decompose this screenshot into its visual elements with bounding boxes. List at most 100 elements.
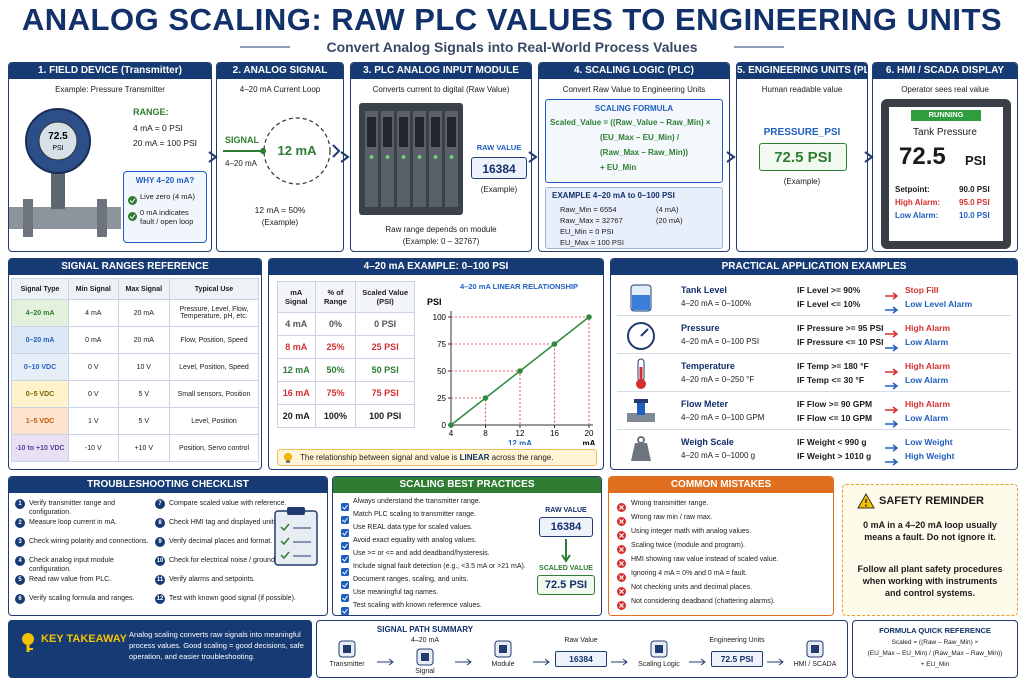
shape bbox=[892, 292, 899, 300]
app-icon-graphic bbox=[627, 322, 655, 350]
shape bbox=[865, 504, 867, 507]
shape bbox=[700, 658, 706, 666]
check-icon-graphic bbox=[341, 529, 349, 537]
checklist-item: Verify decimal places and format. bbox=[169, 538, 273, 545]
x-icon bbox=[617, 499, 626, 512]
table-cell: 0–20 mA bbox=[11, 326, 69, 354]
x-icon-graphic bbox=[617, 559, 626, 568]
panel-header: 4. SCALING LOGIC (PLC) bbox=[539, 63, 729, 79]
safety-title: SAFETY REMINDER bbox=[879, 495, 984, 507]
practice-item: Match PLC scaling to transmitter range. bbox=[353, 511, 476, 518]
table-cell: 25 PSI bbox=[355, 335, 415, 359]
table-cell: 1 V bbox=[68, 407, 119, 435]
practice-item: Use REAL data type for scaled values. bbox=[353, 524, 473, 531]
shape bbox=[38, 121, 78, 161]
rule-condition: IF Level >= 90% bbox=[797, 285, 861, 295]
check-icon-graphic bbox=[341, 516, 349, 524]
checklist-item: Compare scaled value with reference. bbox=[169, 500, 287, 507]
table-cell: Position, Servo control bbox=[169, 434, 259, 462]
example-cell: EU_Max = 100 PSI bbox=[560, 238, 624, 247]
path-arrow bbox=[377, 653, 395, 666]
scaled-label: SCALED VALUE bbox=[539, 565, 593, 572]
check-icon bbox=[341, 576, 349, 589]
shape bbox=[401, 155, 406, 159]
example-cell: (4 mA) bbox=[656, 205, 679, 214]
current-loop: 12 mA bbox=[217, 97, 343, 201]
flow-arrow bbox=[726, 150, 736, 163]
rule-action: High Alarm bbox=[905, 399, 951, 409]
shape bbox=[369, 155, 374, 159]
formula-ref-panel: FORMULA QUICK REFERENCE Scaled = ((Raw – … bbox=[852, 620, 1018, 678]
example-table: mA Signal% of Range Scaled Value (PSI) 4 m… bbox=[277, 281, 415, 428]
shape bbox=[22, 633, 34, 645]
shape bbox=[619, 533, 624, 538]
shape bbox=[892, 406, 899, 414]
formula-line: Scaled_Value = ((Raw_Value – Raw_Min) × bbox=[550, 118, 711, 127]
path-arrow-graphic bbox=[767, 658, 784, 666]
column-header: Scaled Value (PSI) bbox=[355, 281, 415, 313]
x-tick-label: 4 bbox=[449, 429, 454, 438]
safety-panel: SAFETY REMINDER 0 mA in a 4–20 mA loop us… bbox=[842, 484, 1018, 616]
flow-arrow bbox=[340, 150, 350, 163]
table-cell: 10 V bbox=[117, 353, 171, 381]
path-label: HMI / SCADA bbox=[793, 661, 837, 668]
path-arrow-graphic bbox=[611, 658, 628, 666]
check-icon bbox=[128, 208, 137, 221]
rule-arrow-graphic bbox=[885, 306, 899, 314]
shape bbox=[892, 420, 899, 428]
path-top-label: 4–20 mA bbox=[410, 637, 440, 644]
line-chart: 4–20 mA LINEAR RELATIONSHIP PSI 0 25 50 75 100… bbox=[419, 277, 601, 448]
check-icon bbox=[341, 524, 349, 537]
shape bbox=[415, 117, 424, 147]
rule-arrow bbox=[885, 287, 899, 300]
rule-action: Low Alarm bbox=[905, 337, 949, 347]
table-row: 20 mA 100% 100 PSI bbox=[277, 404, 415, 428]
formula-title: SCALING FORMULA bbox=[594, 104, 674, 113]
x-icon-graphic bbox=[617, 545, 626, 554]
x-icon bbox=[617, 569, 626, 582]
shape bbox=[417, 155, 422, 159]
practice-item: Always understand the transmitter range. bbox=[353, 498, 481, 505]
path-icon-graphic bbox=[494, 640, 512, 658]
rule-arrow bbox=[885, 453, 899, 466]
item-number: 11 bbox=[155, 575, 165, 585]
app-icon-graphic bbox=[636, 358, 646, 389]
mistake-item: Not considering deadband (chattering ala… bbox=[631, 598, 775, 605]
panel-header: 3. PLC ANALOG INPUT MODULE bbox=[351, 63, 531, 79]
rule-arrow bbox=[885, 401, 899, 414]
app-icon bbox=[625, 395, 657, 427]
path-arrow bbox=[533, 653, 551, 666]
transmitter-graphic: 72.5 PSI bbox=[9, 108, 121, 237]
eu-value: 72.5 PSI bbox=[774, 149, 832, 166]
panel: 4–20 mA EXAMPLE: 0–100 PSI mA Signal% of … bbox=[268, 258, 604, 470]
path-top-label: Engineering Units bbox=[709, 637, 765, 644]
path-icon bbox=[493, 639, 513, 659]
panel-header: SCALING BEST PRACTICES bbox=[333, 477, 601, 493]
check-icon-graphic bbox=[341, 607, 349, 615]
rule-action: Low Weight bbox=[905, 437, 953, 447]
y-tick-label: 50 bbox=[437, 367, 446, 376]
path-arrow bbox=[689, 653, 707, 666]
shape bbox=[342, 543, 348, 549]
check-icon bbox=[341, 550, 349, 563]
column-header: % of Range bbox=[314, 281, 357, 313]
shape bbox=[889, 107, 1003, 241]
path-icon-graphic bbox=[416, 648, 434, 666]
x-axis-label: mA bbox=[583, 439, 596, 445]
shape bbox=[622, 658, 628, 666]
rule-arrow-graphic bbox=[885, 368, 899, 376]
panel: 2. ANALOG SIGNAL 4–20 mA Current Loop 12 m… bbox=[216, 62, 344, 252]
rule-arrow bbox=[885, 325, 899, 338]
table-cell: 12 mA bbox=[277, 358, 316, 382]
check-icon-graphic bbox=[128, 212, 137, 221]
panel-header: TROUBLESHOOTING CHECKLIST bbox=[9, 477, 327, 493]
scaled-box: 72.5 PSI bbox=[537, 575, 595, 595]
table-cell: 0 V bbox=[68, 380, 119, 408]
example-box: EXAMPLE 4–20 mA to 0–100 PSI Raw_Min = 65… bbox=[545, 187, 723, 249]
shape bbox=[341, 529, 349, 537]
x-tick-label: 16 bbox=[550, 429, 559, 438]
app-icon bbox=[625, 433, 657, 465]
panel-header: 1. FIELD DEVICE (Transmitter) bbox=[9, 63, 211, 79]
x-icon-graphic bbox=[617, 601, 626, 610]
